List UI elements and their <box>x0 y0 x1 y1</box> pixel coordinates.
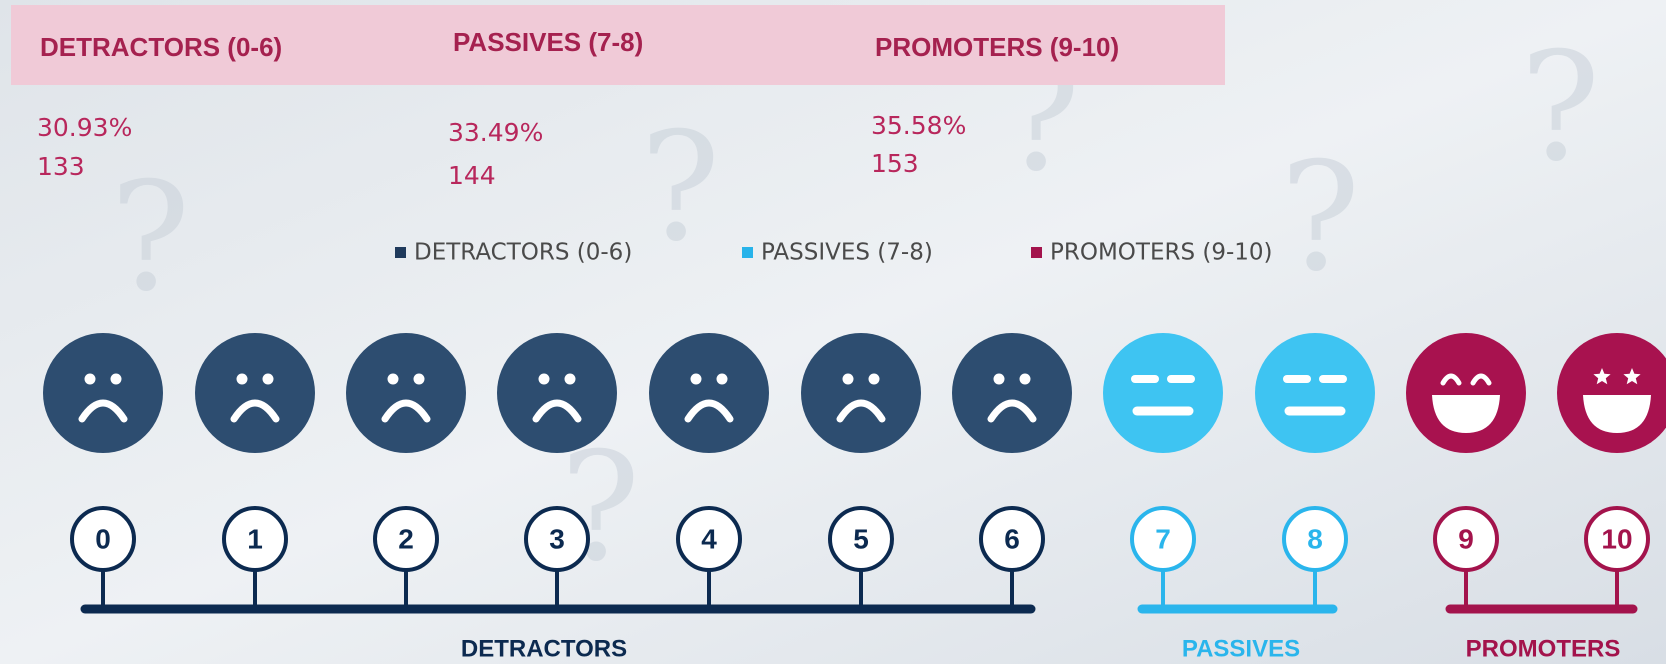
stat-percent: 33.49% <box>448 118 543 147</box>
legend-swatch <box>1031 247 1042 258</box>
face <box>1103 333 1223 453</box>
face <box>649 333 769 453</box>
svg-text:?: ? <box>1280 131 1360 305</box>
legend-swatch <box>742 247 753 258</box>
face-eye <box>539 374 550 385</box>
score-number: 2 <box>398 523 414 554</box>
face-circle <box>952 333 1072 453</box>
stat-count: 133 <box>37 152 85 181</box>
infographic: ??? ??? DETRACTORS (0-6) PASSIVES (7-8) … <box>0 0 1666 664</box>
face-eye <box>237 374 248 385</box>
svg-text:?: ? <box>110 151 190 325</box>
face-circle <box>649 333 769 453</box>
stat-count: 144 <box>448 161 496 190</box>
face <box>801 333 921 453</box>
face-eye <box>1020 374 1031 385</box>
face-circle <box>1255 333 1375 453</box>
svg-text:?: ? <box>1520 21 1600 195</box>
face <box>1255 333 1375 453</box>
face <box>497 333 617 453</box>
legend-label: DETRACTORS (0-6) <box>414 240 632 266</box>
face-eye <box>111 374 122 385</box>
header-column: DETRACTORS (0-6) <box>40 32 282 62</box>
score-number: 3 <box>549 523 565 554</box>
header-column: PASSIVES (7-8) <box>453 27 643 57</box>
score-number: 9 <box>1458 523 1474 554</box>
face-circle <box>346 333 466 453</box>
face-circle <box>1103 333 1223 453</box>
group-label: PROMOTERS <box>1466 635 1621 662</box>
face <box>43 333 163 453</box>
score-number: 6 <box>1004 523 1020 554</box>
face-eye <box>565 374 576 385</box>
legend-swatch <box>395 247 406 258</box>
face <box>346 333 466 453</box>
score-number: 4 <box>701 523 717 554</box>
stat-percent: 35.58% <box>871 111 966 140</box>
face-circle <box>497 333 617 453</box>
score-number: 8 <box>1307 523 1323 554</box>
face-circle <box>1406 333 1526 453</box>
face-eye <box>994 374 1005 385</box>
group-label: DETRACTORS <box>461 635 627 662</box>
face <box>1406 333 1526 453</box>
face-eye <box>85 374 96 385</box>
score-number: 5 <box>853 523 869 554</box>
svg-text:?: ? <box>640 101 720 275</box>
score-number: 1 <box>247 523 263 554</box>
face-circle <box>801 333 921 453</box>
face-eye <box>263 374 274 385</box>
face <box>952 333 1072 453</box>
legend-label: PASSIVES (7-8) <box>761 240 933 266</box>
stat-percent: 30.93% <box>37 113 132 142</box>
score-number: 0 <box>95 523 111 554</box>
face-circle <box>43 333 163 453</box>
face-circle <box>195 333 315 453</box>
score-number: 10 <box>1601 523 1632 554</box>
face-eye <box>414 374 425 385</box>
face-eye <box>843 374 854 385</box>
face-eye <box>691 374 702 385</box>
group-label: PASSIVES <box>1182 635 1300 662</box>
face <box>195 333 315 453</box>
face-eye <box>717 374 728 385</box>
face-eye <box>388 374 399 385</box>
score-number: 7 <box>1155 523 1171 554</box>
face-eye <box>869 374 880 385</box>
header-column: PROMOTERS (9-10) <box>875 32 1119 62</box>
legend-label: PROMOTERS (9-10) <box>1050 240 1273 266</box>
stat-count: 153 <box>871 149 919 178</box>
